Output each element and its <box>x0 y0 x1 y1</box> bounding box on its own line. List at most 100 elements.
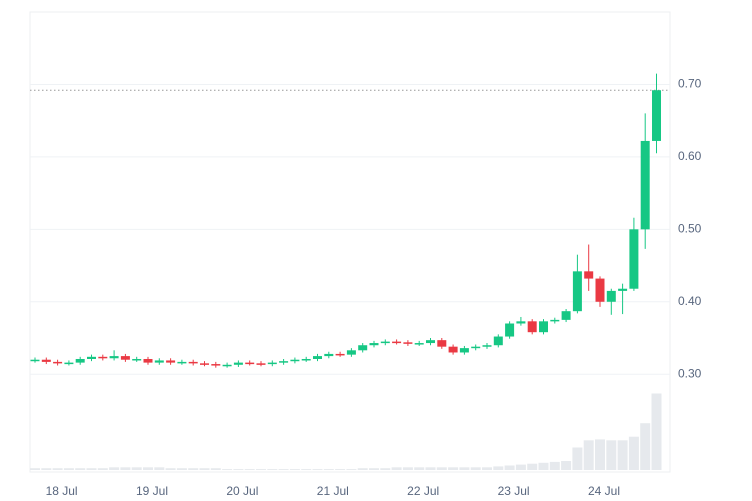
candle-body <box>358 345 368 351</box>
candle-body <box>437 340 447 347</box>
volume-bar <box>515 464 526 470</box>
volume-bar <box>538 462 549 470</box>
candle-body <box>652 90 661 141</box>
volume-layer <box>30 393 662 470</box>
candle-body <box>471 346 481 349</box>
volume-bar <box>504 465 515 470</box>
volume-bar <box>482 467 492 470</box>
volume-bar <box>335 469 346 470</box>
candle-body <box>572 271 582 312</box>
candle-body <box>211 364 221 366</box>
candle-body <box>143 358 153 363</box>
volume-bar <box>154 467 165 470</box>
volume-bar <box>595 439 605 470</box>
volume-bar <box>357 468 368 470</box>
candle-body <box>290 359 300 362</box>
candle-body <box>256 363 266 365</box>
candle-body <box>233 362 243 365</box>
candle-body <box>606 290 616 302</box>
x-tick-label: 24 Jul <box>588 484 620 498</box>
candle-layer <box>30 73 661 368</box>
volume-bar <box>606 440 617 470</box>
volume-bar <box>233 469 244 470</box>
candle-body <box>75 358 85 363</box>
candle-body <box>426 340 435 344</box>
volume-bar <box>561 461 572 470</box>
volume-bar <box>199 468 210 470</box>
volume-bar <box>63 468 74 470</box>
volume-bar <box>75 468 86 470</box>
candle-body <box>313 356 322 359</box>
y-tick-label: 0.30 <box>678 366 702 380</box>
volume-bar <box>436 467 447 470</box>
volume-bar <box>470 467 481 470</box>
y-tick-label: 0.50 <box>678 221 702 235</box>
x-tick-label: 20 Jul <box>226 484 258 498</box>
volume-bar <box>425 467 436 470</box>
y-tick-label: 0.60 <box>678 149 702 163</box>
candle-body <box>301 358 311 361</box>
candle-body <box>539 321 548 333</box>
volume-bar <box>312 469 323 470</box>
volume-bar <box>414 467 425 470</box>
candle-body <box>64 362 74 365</box>
candle-body <box>618 288 628 291</box>
plot-frame <box>29 11 671 473</box>
volume-bar <box>549 461 560 470</box>
volume-bar <box>244 469 255 470</box>
candle-body <box>87 356 96 359</box>
volume-bar <box>278 469 289 470</box>
candle-body <box>109 356 119 359</box>
volume-bar <box>188 468 199 470</box>
y-tick-label: 0.70 <box>678 77 702 91</box>
volume-bar <box>493 466 504 470</box>
candle-body <box>98 356 108 359</box>
candle-body <box>414 343 424 345</box>
volume-bar <box>120 467 131 470</box>
volume-bar <box>30 468 40 470</box>
candle-body <box>629 229 639 289</box>
candle-body <box>392 341 402 344</box>
volume-bar <box>459 467 470 470</box>
x-tick-label: 23 Jul <box>498 484 530 498</box>
candle-body <box>245 362 255 365</box>
volume-bar <box>289 469 300 470</box>
candle-body <box>324 353 334 357</box>
candle-body <box>561 311 571 320</box>
candle-body <box>527 321 537 333</box>
volume-bar <box>143 467 153 470</box>
candle-body <box>177 361 187 364</box>
candle-body <box>550 319 560 322</box>
volume-bar <box>527 463 538 470</box>
volume-bar <box>640 423 651 470</box>
volume-bar <box>583 440 594 470</box>
candle-body <box>459 348 469 353</box>
volume-bar <box>267 469 278 470</box>
volume-bar <box>617 440 628 470</box>
volume-bar <box>210 468 221 470</box>
y-tick-label: 0.40 <box>678 294 702 308</box>
volume-bar <box>52 468 63 470</box>
volume-bar <box>86 468 97 470</box>
volume-bar <box>301 469 312 470</box>
candle-body <box>166 360 176 363</box>
volume-bar <box>380 468 391 470</box>
x-tick-label: 19 Jul <box>136 484 168 498</box>
volume-bar <box>346 469 357 470</box>
candle-body <box>482 345 492 347</box>
volume-bar <box>369 468 379 470</box>
candle-body <box>595 278 605 302</box>
candle-body <box>346 350 356 355</box>
candle-body <box>154 360 164 363</box>
candle-body <box>200 363 209 365</box>
x-tick-label: 18 Jul <box>46 484 78 498</box>
x-tick-label: 21 Jul <box>317 484 349 498</box>
volume-bar <box>109 467 120 470</box>
candle-body <box>640 140 650 230</box>
candle-body <box>369 343 379 346</box>
volume-bar <box>448 467 459 470</box>
volume-bar <box>131 467 142 470</box>
grid <box>30 83 670 375</box>
x-tick-label: 22 Jul <box>407 484 439 498</box>
